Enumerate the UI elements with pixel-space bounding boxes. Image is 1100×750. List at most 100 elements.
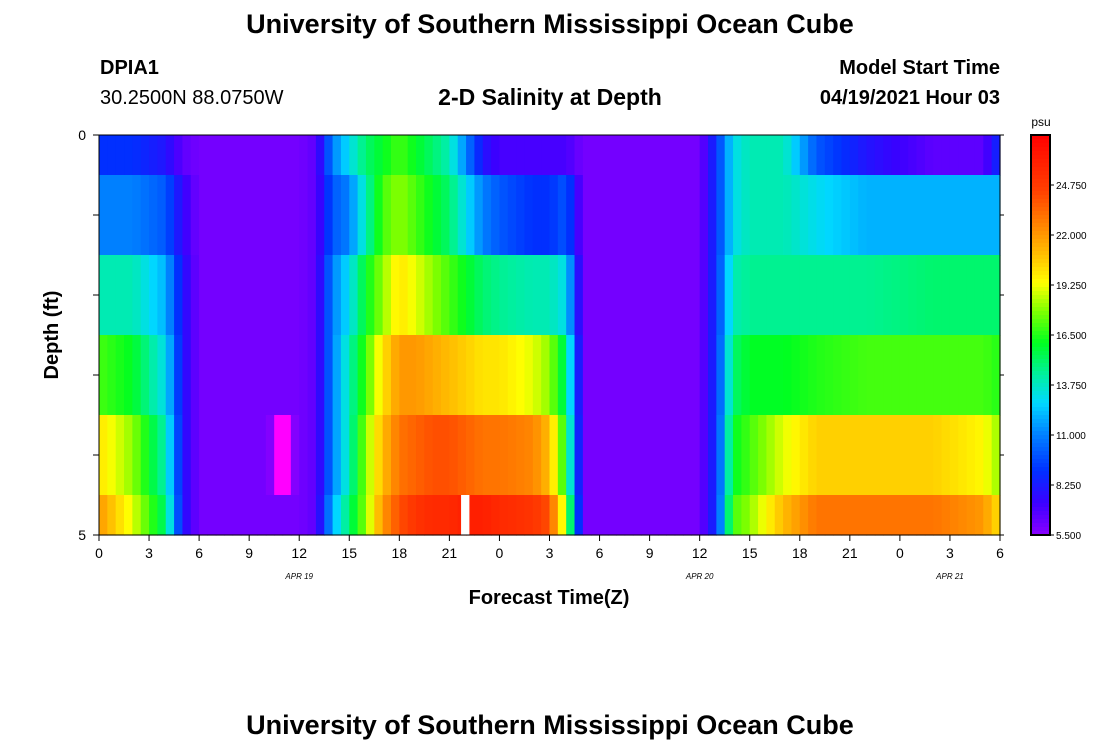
heatmap-cell bbox=[983, 255, 993, 336]
heatmap-cell bbox=[282, 415, 292, 496]
heatmap-cell bbox=[708, 135, 717, 176]
colorbar-segment bbox=[1031, 303, 1050, 308]
colorbar-segment bbox=[1031, 391, 1050, 396]
heatmap-cell bbox=[891, 495, 901, 536]
heatmap-cell bbox=[424, 175, 434, 256]
heatmap-cell bbox=[874, 175, 884, 256]
heatmap-cell bbox=[99, 135, 108, 176]
heatmap-cell bbox=[816, 415, 826, 496]
heatmap-cell bbox=[599, 415, 609, 496]
heatmap-cell bbox=[224, 495, 234, 536]
heatmap-cell bbox=[974, 175, 984, 256]
heatmap-cell bbox=[365, 175, 375, 256]
heatmap-cell bbox=[699, 335, 709, 416]
heatmap-cell bbox=[290, 175, 300, 256]
heatmap-cell bbox=[482, 415, 492, 496]
heatmap-cell bbox=[240, 175, 250, 256]
colorbar-segment bbox=[1031, 251, 1050, 256]
colorbar-segment bbox=[1031, 327, 1050, 332]
heatmap-cell bbox=[958, 335, 968, 416]
heatmap-cell bbox=[466, 335, 476, 416]
heatmap-cell bbox=[574, 135, 584, 176]
heatmap-cell bbox=[591, 255, 601, 336]
heatmap-cell bbox=[958, 135, 968, 176]
heatmap-cell bbox=[549, 415, 559, 496]
page-title: University of Southern Mississippi Ocean… bbox=[246, 9, 854, 39]
colorbar-segment bbox=[1031, 399, 1050, 404]
heatmap-cell bbox=[432, 175, 442, 256]
colorbar-segment bbox=[1031, 443, 1050, 448]
date-label: APR 19 bbox=[284, 572, 313, 581]
heatmap-cell bbox=[574, 495, 584, 536]
heatmap-cell bbox=[924, 255, 934, 336]
heatmap-cell bbox=[774, 495, 784, 536]
heatmap-cell bbox=[691, 415, 701, 496]
heatmap-cell bbox=[174, 175, 184, 256]
heatmap-cell bbox=[449, 135, 459, 176]
heatmap-cell bbox=[641, 495, 651, 536]
colorbar-unit: psu bbox=[1031, 115, 1050, 129]
heatmap-cell bbox=[858, 135, 868, 176]
heatmap-cell bbox=[140, 495, 150, 536]
heatmap-cell bbox=[974, 335, 984, 416]
heatmap-cell bbox=[607, 335, 617, 416]
heatmap-cell bbox=[466, 415, 476, 496]
heatmap-cell bbox=[574, 415, 584, 496]
heatmap-cell bbox=[641, 255, 651, 336]
heatmap-cell bbox=[416, 135, 425, 176]
heatmap-cell bbox=[482, 255, 492, 336]
colorbar-segment bbox=[1031, 411, 1050, 416]
heatmap-cell bbox=[791, 175, 801, 256]
heatmap-cell bbox=[107, 415, 117, 496]
heatmap-cell bbox=[332, 495, 342, 536]
heatmap-cell bbox=[149, 495, 158, 536]
x-tick-label: 9 bbox=[245, 545, 253, 561]
heatmap-cell bbox=[174, 415, 184, 496]
x-tick-label: 6 bbox=[996, 545, 1004, 561]
heatmap-cell bbox=[491, 495, 501, 536]
heatmap-cell bbox=[457, 255, 467, 336]
heatmap-cell bbox=[566, 335, 576, 416]
heatmap-cell bbox=[716, 175, 726, 256]
heatmap-cell bbox=[966, 255, 976, 336]
heatmap-cell bbox=[941, 335, 951, 416]
heatmap-cell bbox=[924, 135, 934, 176]
heatmap-cell bbox=[382, 255, 392, 336]
heatmap-cell bbox=[232, 415, 242, 496]
heatmap-cell bbox=[382, 135, 392, 176]
heatmap-cell bbox=[441, 135, 450, 176]
heatmap-cell bbox=[774, 335, 784, 416]
colorbar-segment bbox=[1031, 311, 1050, 316]
date-label: APR 21 bbox=[935, 572, 964, 581]
heatmap-cell bbox=[941, 255, 951, 336]
heatmap-cell bbox=[883, 335, 893, 416]
heatmap-cell bbox=[215, 175, 225, 256]
heatmap-cell bbox=[115, 135, 125, 176]
heatmap-cell bbox=[257, 335, 267, 416]
heatmap-cell bbox=[733, 335, 742, 416]
heatmap-cell bbox=[274, 135, 284, 176]
heatmap-cell bbox=[157, 255, 167, 336]
heatmap-cell bbox=[282, 255, 292, 336]
heatmap-cell bbox=[249, 255, 259, 336]
heatmap-cell bbox=[340, 175, 350, 256]
heatmap-cell bbox=[457, 335, 467, 416]
heatmap-cell bbox=[374, 175, 384, 256]
heatmap-cell bbox=[766, 495, 776, 536]
heatmap-cell bbox=[708, 415, 717, 496]
heatmap-cell bbox=[699, 415, 709, 496]
heatmap-cell bbox=[799, 415, 809, 496]
heatmap-cell bbox=[624, 175, 634, 256]
y-tick-label: 5 bbox=[78, 527, 86, 543]
x-tick-label: 6 bbox=[596, 545, 604, 561]
heatmap-cell bbox=[157, 495, 167, 536]
heatmap-cell bbox=[774, 175, 784, 256]
heatmap-cell bbox=[624, 415, 634, 496]
colorbar-segment bbox=[1031, 447, 1050, 452]
heatmap-cell bbox=[165, 335, 175, 416]
heatmap-cell bbox=[182, 415, 192, 496]
heatmap-cell bbox=[883, 255, 893, 336]
heatmap-cell bbox=[607, 135, 617, 176]
heatmap-cell bbox=[416, 495, 425, 536]
heatmap-cell bbox=[282, 135, 292, 176]
